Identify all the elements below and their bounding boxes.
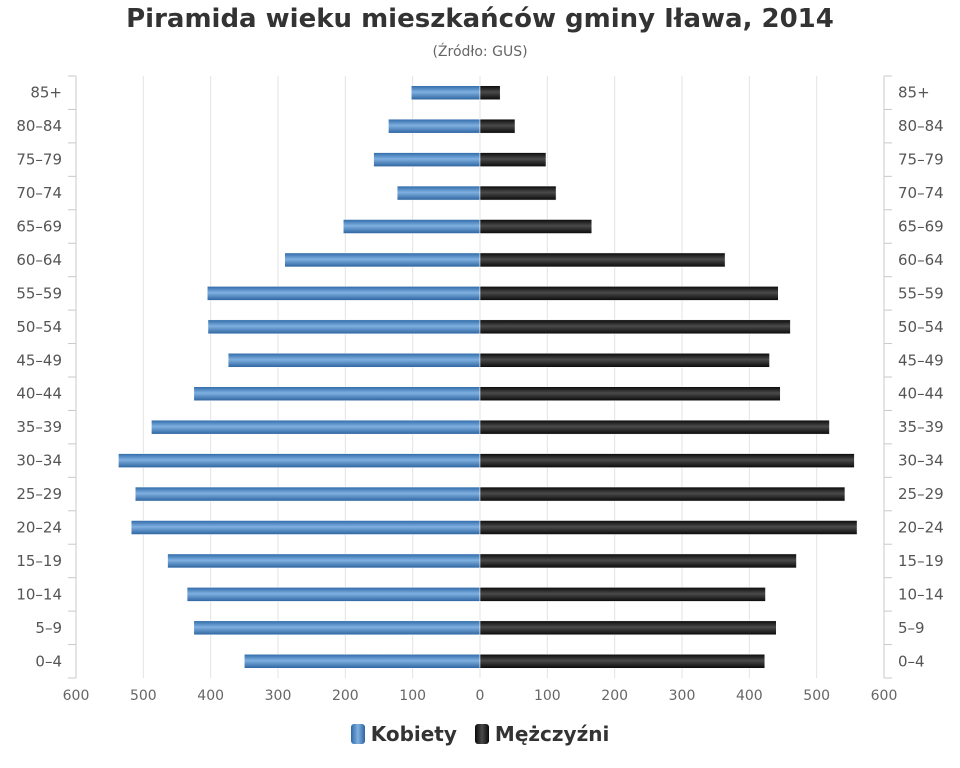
x-tick-label: 400 xyxy=(197,688,224,704)
bar-mezczyzni-8[interactable] xyxy=(479,353,770,368)
y-category-label-right: 10–14 xyxy=(898,585,944,603)
x-tick-label: 100 xyxy=(399,688,426,704)
y-category-label-left: 50–54 xyxy=(16,318,62,336)
bar-mezczyzni-14[interactable] xyxy=(479,553,797,569)
y-category-label-right: 15–19 xyxy=(898,552,944,570)
bar-mezczyzni-10[interactable] xyxy=(479,419,830,435)
y-category-label-left: 20–24 xyxy=(16,519,62,537)
x-tick-label: 0 xyxy=(476,688,485,704)
legend-swatch-mezczyzni xyxy=(474,724,489,744)
bar-mezczyzni-6[interactable] xyxy=(479,286,779,301)
bar-kobiety-11[interactable] xyxy=(118,453,481,468)
bar-kobiety-7[interactable] xyxy=(207,319,481,335)
bar-kobiety-1[interactable] xyxy=(388,118,481,134)
bar-mezczyzni-11[interactable] xyxy=(479,453,855,468)
bar-kobiety-2[interactable] xyxy=(373,152,481,167)
y-category-label-right: 35–39 xyxy=(898,418,944,436)
x-tick-label: 200 xyxy=(332,688,359,704)
y-category-label-right: 65–69 xyxy=(898,218,944,236)
bar-kobiety-12[interactable] xyxy=(135,486,481,502)
y-category-label-left: 85+ xyxy=(30,84,62,102)
y-category-label-right: 55–59 xyxy=(898,284,944,302)
y-category-label-left: 25–29 xyxy=(16,485,62,503)
bar-kobiety-4[interactable] xyxy=(343,219,481,234)
bar-kobiety-0[interactable] xyxy=(411,85,481,100)
bar-kobiety-8[interactable] xyxy=(227,353,481,368)
bar-kobiety-9[interactable] xyxy=(193,386,481,401)
legend-label-kobiety: Kobiety xyxy=(370,722,457,746)
y-category-label-left: 75–79 xyxy=(16,151,62,169)
y-category-label-right: 50–54 xyxy=(898,318,944,336)
x-tick-label: 200 xyxy=(601,688,628,704)
y-category-label-right: 45–49 xyxy=(898,351,944,369)
bar-kobiety-15[interactable] xyxy=(186,587,481,602)
bar-mezczyzni-1[interactable] xyxy=(479,118,516,134)
y-category-label-right: 5–9 xyxy=(898,619,925,637)
y-category-label-left: 35–39 xyxy=(16,418,62,436)
legend-label-mezczyzni: Mężczyźni xyxy=(494,722,610,746)
chart-title: Piramida wieku mieszkańców gminy Iława, … xyxy=(126,4,834,34)
bar-kobiety-13[interactable] xyxy=(130,520,481,535)
bar-kobiety-5[interactable] xyxy=(284,252,481,268)
bar-kobiety-17[interactable] xyxy=(244,654,481,669)
bar-kobiety-16[interactable] xyxy=(193,620,481,636)
bar-mezczyzni-16[interactable] xyxy=(479,620,777,636)
y-category-label-right: 85+ xyxy=(898,84,930,102)
y-category-label-left: 80–84 xyxy=(16,117,62,135)
bar-kobiety-10[interactable] xyxy=(151,419,481,435)
bar-kobiety-6[interactable] xyxy=(207,286,481,301)
x-tick-label: 100 xyxy=(534,688,561,704)
x-tick-label: 400 xyxy=(736,688,763,704)
y-category-label-right: 80–84 xyxy=(898,117,944,135)
y-category-label-right: 20–24 xyxy=(898,519,944,537)
bar-mezczyzni-5[interactable] xyxy=(479,252,726,268)
bar-mezczyzni-15[interactable] xyxy=(479,587,766,602)
y-category-label-left: 15–19 xyxy=(16,552,62,570)
legend-item-kobiety[interactable]: Kobiety xyxy=(350,722,457,746)
x-tick-label: 300 xyxy=(265,688,292,704)
y-category-label-right: 40–44 xyxy=(898,385,944,403)
x-tick-label: 500 xyxy=(803,688,830,704)
bar-mezczyzni-0[interactable] xyxy=(479,85,501,100)
y-category-label-right: 25–29 xyxy=(898,485,944,503)
y-category-label-left: 60–64 xyxy=(16,251,62,269)
chart-subtitle: (Źródło: GUS) xyxy=(432,44,528,60)
y-category-label-right: 75–79 xyxy=(898,151,944,169)
y-category-label-left: 30–34 xyxy=(16,452,62,470)
x-tick-label: 600 xyxy=(871,688,898,704)
x-tick-label: 600 xyxy=(63,688,90,704)
y-category-label-left: 55–59 xyxy=(16,284,62,302)
bar-mezczyzni-9[interactable] xyxy=(479,386,781,401)
y-category-label-left: 45–49 xyxy=(16,351,62,369)
y-category-label-left: 40–44 xyxy=(16,385,62,403)
bar-kobiety-3[interactable] xyxy=(396,185,481,201)
y-category-label-left: 70–74 xyxy=(16,184,62,202)
y-category-label-right: 30–34 xyxy=(898,452,944,470)
y-category-label-left: 0–4 xyxy=(35,652,62,670)
legend-swatch-kobiety xyxy=(350,724,365,744)
y-category-label-right: 60–64 xyxy=(898,251,944,269)
y-category-label-left: 10–14 xyxy=(16,585,62,603)
y-category-label-right: 70–74 xyxy=(898,184,944,202)
bar-mezczyzni-13[interactable] xyxy=(479,520,858,535)
bar-mezczyzni-17[interactable] xyxy=(479,654,766,669)
x-tick-label: 300 xyxy=(669,688,696,704)
bar-mezczyzni-4[interactable] xyxy=(479,219,593,234)
bar-mezczyzni-7[interactable] xyxy=(479,319,791,335)
y-category-label-left: 65–69 xyxy=(16,218,62,236)
bar-kobiety-14[interactable] xyxy=(167,553,481,569)
y-category-label-right: 0–4 xyxy=(898,652,925,670)
bar-mezczyzni-12[interactable] xyxy=(479,486,846,502)
chart-legend: Kobiety Mężczyźni xyxy=(0,722,960,746)
legend-item-mezczyzni[interactable]: Mężczyźni xyxy=(474,722,610,746)
y-category-label-left: 5–9 xyxy=(35,619,62,637)
bar-mezczyzni-3[interactable] xyxy=(479,185,557,201)
x-tick-label: 500 xyxy=(130,688,157,704)
bar-mezczyzni-2[interactable] xyxy=(479,152,547,167)
